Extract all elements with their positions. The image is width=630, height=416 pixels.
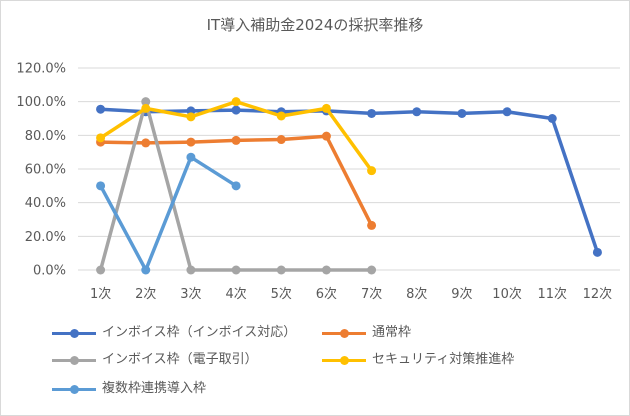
x-tick-label: 6次	[316, 286, 337, 302]
legend-label: 通常枠	[372, 325, 412, 340]
data-point	[141, 97, 151, 107]
x-tick-label: 11次	[537, 286, 567, 302]
data-point	[186, 137, 196, 147]
series-lines	[96, 97, 602, 275]
legend-label: 複数枠連携導入枠	[102, 381, 207, 396]
y-tick-label: 120.0%	[16, 62, 66, 77]
legend-label: セキュリティ対策推進枠	[372, 352, 515, 367]
legend-label: インボイス枠（インボイス対応）	[102, 325, 297, 340]
data-point	[457, 108, 467, 118]
data-point	[502, 107, 512, 117]
data-point	[321, 103, 331, 113]
data-point	[231, 181, 241, 191]
legend-label: インボイス枠（電子取引）	[102, 352, 258, 367]
legend-swatch	[322, 329, 366, 338]
legend-swatch	[52, 385, 96, 394]
data-point	[186, 112, 196, 122]
data-point	[592, 247, 602, 257]
data-point	[276, 135, 286, 145]
data-point	[367, 108, 377, 118]
data-point	[231, 97, 241, 107]
x-tick-label: 7次	[361, 286, 382, 302]
data-point	[276, 265, 286, 275]
data-point	[186, 265, 196, 275]
data-point	[141, 138, 151, 148]
legend-swatch	[322, 356, 366, 365]
data-point	[321, 265, 331, 275]
data-point	[186, 152, 196, 162]
y-tick-label: 0.0%	[33, 264, 66, 279]
data-point	[412, 107, 422, 117]
x-tick-label: 9次	[451, 286, 472, 302]
x-tick-label: 3次	[180, 286, 201, 302]
x-tick-label: 4次	[225, 286, 246, 302]
y-axis-tick-labels: 0.0% 20.0% 40.0% 60.0% 80.0% 100.0% 120.0%	[16, 62, 66, 279]
x-axis-tick-labels: 1次 2次 3次 4次 5次 6次 7次 8次 9次 10次 11次 12次	[90, 286, 612, 302]
data-point	[96, 181, 106, 191]
data-point	[231, 265, 241, 275]
x-tick-label: 1次	[90, 286, 111, 302]
data-point	[547, 114, 557, 123]
legend-swatch	[52, 329, 96, 338]
y-tick-label: 40.0%	[25, 196, 66, 211]
y-tick-label: 60.0%	[25, 163, 66, 178]
series-line	[98, 107, 600, 255]
data-point	[96, 133, 106, 143]
data-point	[141, 265, 151, 275]
data-point	[367, 220, 377, 230]
data-point	[231, 105, 241, 115]
data-point	[367, 166, 377, 176]
data-point	[96, 265, 106, 275]
data-point	[96, 104, 106, 114]
x-tick-label: 5次	[271, 286, 292, 302]
chart-title: IT導入補助金2024の採択率推移	[206, 16, 424, 34]
x-tick-label: 12次	[583, 286, 613, 302]
x-tick-label: 2次	[135, 286, 156, 302]
data-point	[141, 103, 151, 113]
y-tick-label: 100.0%	[16, 95, 66, 110]
y-tick-label: 80.0%	[25, 129, 66, 144]
data-point	[367, 265, 377, 275]
legend-swatch	[52, 356, 96, 365]
series-line	[98, 155, 238, 272]
series-line	[98, 134, 374, 228]
data-point	[231, 135, 241, 145]
data-point	[321, 131, 331, 141]
x-tick-label: 10次	[492, 286, 522, 302]
y-tick-label: 20.0%	[25, 230, 66, 245]
gridlines	[78, 67, 620, 271]
data-point	[276, 111, 286, 121]
x-tick-label: 8次	[406, 286, 427, 302]
